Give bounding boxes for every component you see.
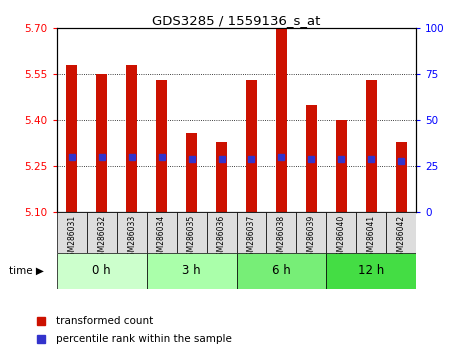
- Bar: [57, 253, 147, 289]
- Bar: [326, 212, 356, 253]
- Bar: [176, 212, 207, 253]
- Text: GSM286031: GSM286031: [67, 215, 76, 261]
- Bar: [386, 212, 416, 253]
- Bar: [147, 253, 236, 289]
- Text: GSM286034: GSM286034: [157, 215, 166, 261]
- Bar: [126, 65, 137, 212]
- Bar: [117, 212, 147, 253]
- Bar: [67, 65, 77, 212]
- Bar: [207, 212, 236, 253]
- Text: GSM286040: GSM286040: [337, 215, 346, 261]
- Text: GSM286041: GSM286041: [367, 215, 376, 261]
- Text: 0 h: 0 h: [92, 264, 111, 277]
- Bar: [147, 212, 176, 253]
- Bar: [157, 80, 167, 212]
- Bar: [276, 28, 287, 212]
- Bar: [306, 105, 316, 212]
- Bar: [356, 212, 386, 253]
- Bar: [396, 142, 406, 212]
- Text: percentile rank within the sample: percentile rank within the sample: [56, 334, 232, 344]
- Bar: [236, 212, 266, 253]
- Text: transformed count: transformed count: [56, 315, 153, 326]
- Bar: [297, 212, 326, 253]
- Bar: [336, 120, 347, 212]
- Text: GSM286032: GSM286032: [97, 215, 106, 261]
- Text: GSM286036: GSM286036: [217, 215, 226, 261]
- Text: time ▶: time ▶: [9, 266, 44, 276]
- Text: 12 h: 12 h: [358, 264, 385, 277]
- Title: GDS3285 / 1559136_s_at: GDS3285 / 1559136_s_at: [152, 14, 321, 27]
- Bar: [326, 253, 416, 289]
- Text: GSM286038: GSM286038: [277, 215, 286, 261]
- Bar: [87, 212, 117, 253]
- Bar: [186, 133, 197, 212]
- Bar: [366, 80, 377, 212]
- Bar: [57, 212, 87, 253]
- Text: GSM286037: GSM286037: [247, 215, 256, 261]
- Text: GSM286039: GSM286039: [307, 215, 316, 261]
- Text: 3 h: 3 h: [182, 264, 201, 277]
- Bar: [236, 253, 326, 289]
- Bar: [266, 212, 297, 253]
- Text: GSM286033: GSM286033: [127, 215, 136, 261]
- Text: 6 h: 6 h: [272, 264, 291, 277]
- Bar: [216, 142, 227, 212]
- Bar: [96, 74, 107, 212]
- Bar: [246, 80, 257, 212]
- Text: GSM286035: GSM286035: [187, 215, 196, 261]
- Text: GSM286042: GSM286042: [397, 215, 406, 261]
